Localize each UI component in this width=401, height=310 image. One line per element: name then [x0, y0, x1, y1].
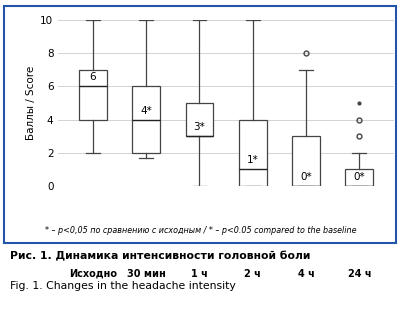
Text: 30 мин: 30 мин — [126, 269, 165, 279]
PathPatch shape — [344, 169, 372, 186]
Text: 24 ч: 24 ч — [346, 269, 370, 279]
Text: 4*: 4* — [140, 105, 152, 116]
Text: 2 ч: 2 ч — [244, 269, 261, 279]
Text: Рис. 1. Динамика интенсивности головной боли: Рис. 1. Динамика интенсивности головной … — [10, 251, 310, 261]
Text: 3*: 3* — [193, 122, 205, 132]
Y-axis label: Баллы / Score: Баллы / Score — [26, 66, 36, 140]
Text: 0*: 0* — [300, 172, 311, 182]
Text: * – p<0,05 по сравнению с исходным / * – p<0.05 compared to the baseline: * – p<0,05 по сравнению с исходным / * –… — [45, 226, 356, 236]
Text: 1*: 1* — [246, 155, 258, 165]
PathPatch shape — [185, 103, 213, 136]
PathPatch shape — [79, 70, 107, 120]
PathPatch shape — [132, 86, 160, 153]
PathPatch shape — [238, 120, 266, 186]
Text: 4 ч: 4 ч — [297, 269, 314, 279]
Text: Fig. 1. Changes in the headache intensity: Fig. 1. Changes in the headache intensit… — [10, 281, 235, 290]
Text: 0*: 0* — [352, 172, 364, 182]
Text: 6: 6 — [89, 72, 96, 82]
Text: Исходно: Исходно — [69, 269, 117, 279]
PathPatch shape — [292, 136, 319, 186]
Text: 1 ч: 1 ч — [190, 269, 207, 279]
